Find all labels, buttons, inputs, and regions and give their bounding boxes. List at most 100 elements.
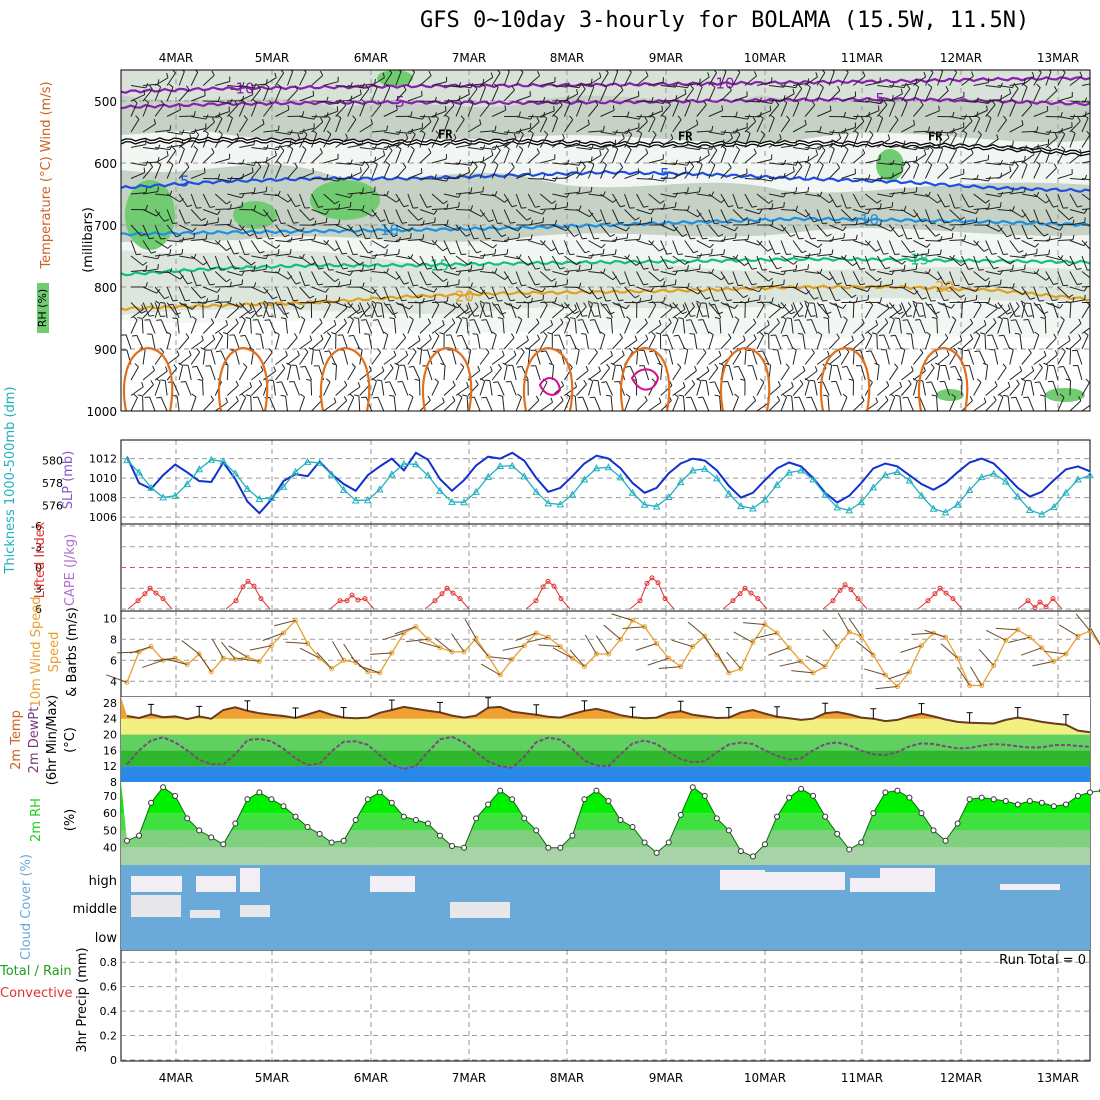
wind-barb-flag: [294, 333, 298, 338]
wind-barb: [467, 349, 472, 365]
wind-barb-flag: [690, 162, 695, 167]
date-label-top: 4MAR: [159, 51, 194, 65]
thickness-line: [126, 459, 1090, 516]
wind-barb: [426, 365, 433, 381]
wind-barb: [792, 224, 800, 240]
wind-barb: [576, 306, 587, 319]
thickness-point: [544, 499, 553, 507]
wind-barb: [732, 193, 739, 209]
wind-barb-flag: [176, 234, 182, 238]
wind-barb: [961, 302, 963, 319]
wind-barb-flag: [132, 99, 138, 104]
wind-barb-flag: [333, 320, 337, 326]
wind-barb: [636, 133, 643, 148]
rh-point: [1038, 799, 1045, 806]
wind-barb: [612, 286, 620, 301]
thickness-point: [135, 468, 143, 476]
thickness-point: [592, 464, 601, 472]
wind-barb: [660, 240, 668, 255]
rh-point: [292, 813, 299, 820]
wind-barb-flag: [168, 161, 174, 166]
wind-barb-10m: [978, 648, 995, 666]
wind-barb: [1039, 381, 1047, 396]
wind-barb: [1039, 304, 1047, 319]
wind-barb: [287, 148, 294, 164]
wind-barb: [239, 269, 255, 272]
wind-barb: [515, 209, 528, 221]
wind-barb-flag: [235, 318, 239, 324]
wind-barb-flag: [819, 161, 824, 166]
wind-barb: [744, 178, 760, 180]
wind-barb: [287, 71, 294, 86]
li-line: [917, 587, 963, 610]
wind-barb-flag: [673, 316, 679, 320]
wind-barb-flag: [1054, 132, 1058, 138]
wind-barb: [575, 302, 583, 317]
wind-barb: [768, 385, 781, 396]
wind-barb: [287, 89, 298, 102]
wind-barb-flag: [605, 70, 609, 74]
wind-barb-flag: [693, 250, 699, 254]
wind-barb: [371, 86, 378, 102]
wind-barb-flag: [658, 397, 662, 403]
wind-barb: [1045, 193, 1054, 208]
wind-barb: [347, 386, 361, 396]
wind-axis-label3: & Barbs (m/s): [65, 607, 80, 697]
li-tick-label: 6: [35, 603, 42, 616]
rh-tick-label: 40: [103, 842, 117, 855]
wind-barb-flag: [1060, 130, 1066, 135]
wind-barb-flag: [959, 335, 963, 341]
wind-barb: [945, 365, 951, 381]
wind-barb-flag: [491, 150, 494, 156]
wind-barb: [684, 102, 691, 117]
wind-barb-flag: [836, 163, 841, 168]
wind-barb: [323, 240, 335, 252]
wind-barb: [684, 160, 700, 164]
wind-barb: [202, 133, 209, 148]
wind-barb: [744, 255, 753, 270]
wind-barb-flag: [867, 331, 873, 336]
wind-barb-flag: [409, 227, 414, 232]
wind-barb-flag: [1060, 111, 1063, 118]
wind-barb-flag: [894, 317, 900, 320]
wind-barb: [949, 286, 961, 298]
wind-barb-flag: [986, 105, 988, 111]
wind-barb: [907, 319, 914, 334]
wind-barb-flag: [160, 348, 165, 353]
wind-barb: [167, 144, 183, 148]
wind-barb-flag: [587, 300, 593, 304]
li-tick-label: -3: [31, 541, 42, 554]
wind-barb: [696, 302, 703, 317]
wind-barb-flag: [637, 130, 643, 134]
wind-speed-point: [124, 679, 130, 685]
wind-barb: [732, 71, 741, 86]
wind-barb-flag: [295, 282, 301, 285]
wind-barb: [404, 365, 409, 381]
thickness-point: [436, 486, 444, 494]
wind-barb: [560, 349, 565, 365]
wind-barb-flag: [734, 393, 739, 398]
wind-barb: [804, 86, 811, 102]
wind-barb-flag: [835, 299, 841, 302]
wind-barb-flag: [1094, 278, 1098, 281]
wind-barb: [234, 349, 240, 365]
thickness-point: [147, 483, 155, 491]
wind-barb-flag: [860, 205, 866, 208]
wind-barb-flag: [382, 72, 385, 78]
wind-barb: [835, 303, 842, 319]
wind-barb-flag: [807, 144, 811, 150]
wind-barb: [1069, 255, 1078, 270]
wind-barb: [166, 150, 177, 164]
wind-barb: [744, 133, 751, 148]
wind-barb: [431, 304, 440, 319]
cloud-high: [765, 872, 845, 890]
wind-barb-flag: [501, 234, 507, 238]
thickness-point: [761, 495, 769, 503]
wind-barb-flag: [457, 99, 463, 104]
wind-barb: [864, 304, 874, 319]
wind-barb: [925, 149, 934, 164]
wind-barb: [816, 110, 832, 117]
wind-barb: [563, 396, 571, 411]
wind-barb-flag: [543, 331, 548, 337]
wind-barb: [515, 396, 522, 411]
